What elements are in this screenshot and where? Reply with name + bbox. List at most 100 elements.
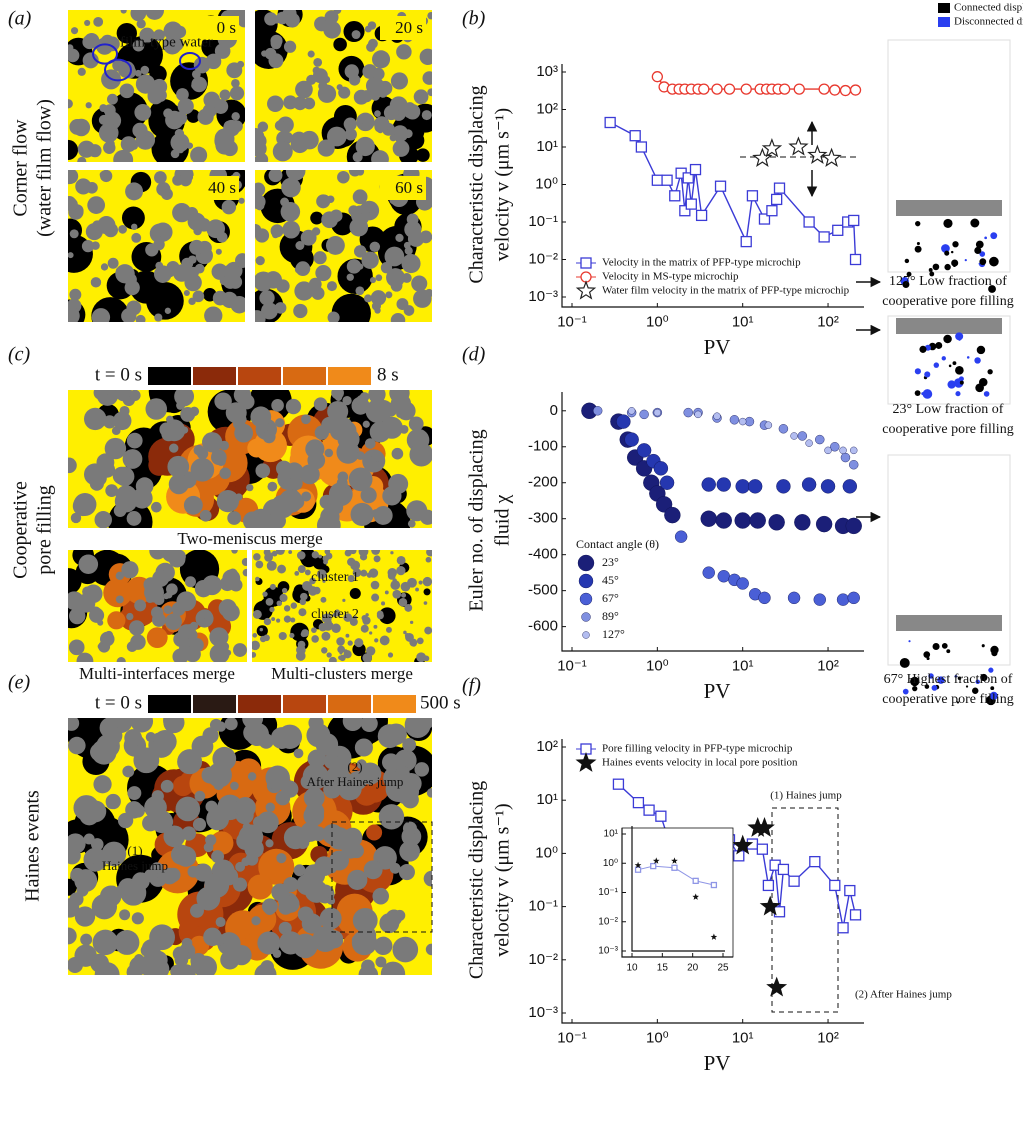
legend-marker — [582, 631, 590, 639]
scale-swatch — [193, 695, 236, 713]
grain — [164, 307, 172, 314]
x-tick-label: 10 — [626, 963, 638, 974]
grain — [93, 390, 108, 400]
marker — [837, 922, 849, 934]
scale-swatch — [328, 695, 371, 713]
grain — [256, 811, 279, 834]
grain — [311, 551, 319, 559]
grain — [100, 263, 109, 271]
marker — [803, 216, 815, 228]
blob — [333, 37, 347, 52]
marker — [777, 863, 790, 876]
marker — [616, 414, 631, 429]
grain — [174, 128, 185, 139]
grain — [325, 235, 345, 255]
mini-blob — [990, 686, 995, 691]
mini-blob — [988, 667, 994, 673]
mini-blob — [947, 380, 956, 389]
grain — [408, 416, 424, 432]
grain — [322, 555, 329, 562]
mini-blob — [943, 218, 953, 229]
grain — [221, 199, 237, 215]
mini-blob — [976, 345, 986, 355]
grain — [337, 170, 350, 184]
grain — [230, 781, 239, 791]
grain — [189, 621, 199, 631]
marker — [756, 843, 769, 855]
grain — [107, 257, 119, 269]
grain — [328, 656, 337, 662]
marker — [695, 209, 708, 222]
grain — [380, 961, 406, 975]
x-tick-label: 10² — [817, 657, 839, 674]
panel-label: (e) — [8, 672, 31, 694]
grain — [190, 146, 208, 162]
grain — [385, 291, 393, 299]
grain — [384, 246, 405, 267]
grain — [390, 551, 394, 555]
grain — [395, 233, 404, 242]
y-tick-label: -500 — [528, 582, 558, 599]
grain — [183, 495, 203, 515]
grain — [126, 964, 143, 975]
grain — [176, 401, 185, 410]
grain — [123, 65, 137, 79]
legend-label: 45° — [602, 573, 619, 587]
panel-label: (b) — [462, 8, 486, 30]
grain — [216, 456, 226, 467]
grain — [374, 307, 381, 314]
grain — [330, 500, 344, 514]
grain — [318, 623, 328, 632]
grain — [209, 627, 229, 647]
marker — [766, 976, 788, 997]
grain — [145, 398, 168, 420]
blob — [352, 642, 366, 657]
marker — [634, 866, 642, 873]
grain — [401, 254, 421, 274]
grain — [270, 727, 293, 749]
marker — [842, 479, 858, 494]
grain — [327, 619, 332, 625]
grain — [426, 550, 432, 557]
grain — [147, 88, 164, 105]
grain — [197, 108, 214, 125]
marker — [713, 412, 721, 420]
legend-label: 67° — [602, 591, 619, 605]
grain — [238, 197, 245, 204]
grain — [255, 224, 262, 236]
marker — [729, 415, 740, 425]
grain — [68, 607, 86, 625]
grain — [313, 57, 323, 67]
grain — [115, 595, 124, 604]
grain — [362, 762, 380, 781]
grain — [238, 824, 264, 850]
marker — [758, 213, 771, 225]
grain — [263, 617, 272, 626]
grain — [253, 553, 261, 561]
grain — [175, 796, 201, 822]
marker — [746, 190, 759, 202]
grain — [346, 259, 362, 274]
mini-blob — [904, 258, 910, 264]
axes — [561, 739, 864, 1024]
legend-marker — [579, 592, 593, 606]
grain — [105, 793, 121, 810]
grain — [262, 430, 276, 444]
mini-blob — [984, 236, 988, 240]
mini-blob — [974, 246, 982, 255]
grain — [419, 48, 432, 65]
grain — [229, 86, 245, 101]
grain — [134, 621, 144, 631]
y-tick-label: 10⁰ — [535, 844, 558, 861]
time-bg — [380, 176, 426, 200]
time-bg — [193, 176, 239, 200]
grain — [312, 926, 339, 953]
grain — [315, 264, 332, 282]
annotation: After Haines jump — [307, 774, 404, 789]
marker — [768, 514, 785, 531]
annotation: cooperative pore filling — [882, 692, 1013, 707]
marker — [629, 130, 641, 142]
grain — [68, 198, 78, 211]
grain — [394, 909, 406, 921]
grain — [90, 838, 104, 851]
